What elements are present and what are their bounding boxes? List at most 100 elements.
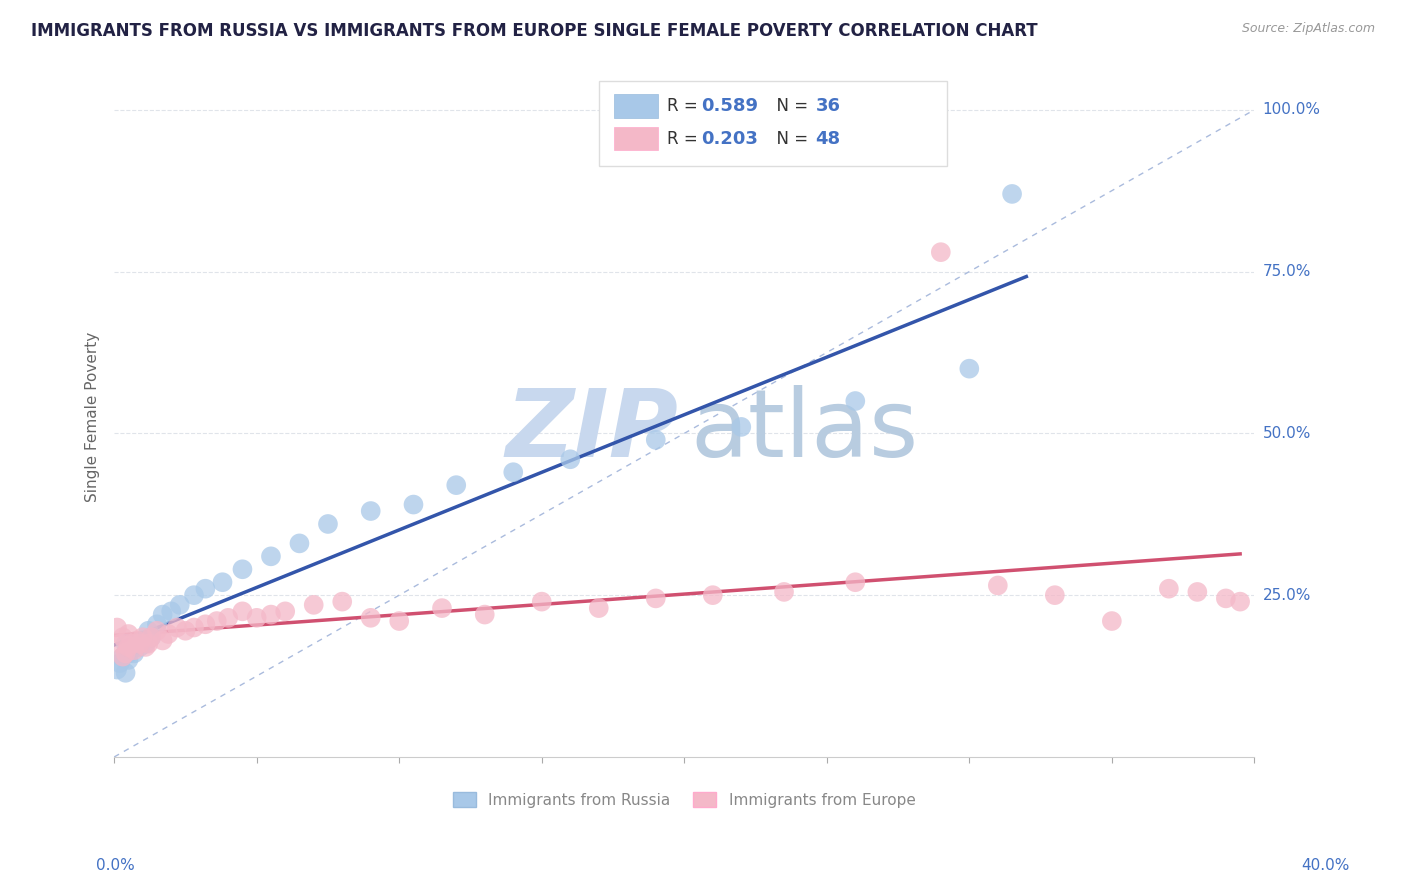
Point [117, 640, 139, 654]
Point [1215, 591, 1237, 606]
Point [205, 614, 228, 628]
Point [444, 478, 467, 492]
Point [141, 630, 163, 644]
Point [730, 420, 752, 434]
Point [288, 536, 311, 550]
Point [502, 465, 524, 479]
Text: 50.0%: 50.0% [1263, 425, 1310, 441]
Point [274, 604, 297, 618]
Text: atlas: atlas [690, 384, 918, 477]
Point [260, 549, 283, 564]
Point [474, 607, 496, 622]
Point [160, 604, 183, 618]
Point [388, 614, 411, 628]
Point [157, 627, 180, 641]
Point [183, 620, 205, 634]
Point [844, 394, 866, 409]
Legend: Immigrants from Russia, Immigrants from Europe: Immigrants from Russia, Immigrants from … [447, 786, 921, 814]
Point [260, 607, 283, 622]
Point [114, 665, 136, 680]
Text: N =: N = [766, 97, 814, 115]
Point [530, 594, 553, 608]
Point [108, 637, 131, 651]
FancyBboxPatch shape [613, 127, 658, 150]
Point [360, 611, 382, 625]
Point [430, 601, 453, 615]
Point [217, 611, 239, 625]
Point [128, 637, 150, 651]
Point [773, 585, 796, 599]
Text: 100.0%: 100.0% [1263, 103, 1320, 117]
Point [929, 245, 952, 260]
Point [588, 601, 610, 615]
Point [125, 637, 148, 651]
Point [135, 640, 157, 654]
Text: IMMIGRANTS FROM RUSSIA VS IMMIGRANTS FROM EUROPE SINGLE FEMALE POVERTY CORRELATI: IMMIGRANTS FROM RUSSIA VS IMMIGRANTS FRO… [31, 22, 1038, 40]
Point [131, 633, 153, 648]
Point [122, 647, 145, 661]
Point [644, 591, 666, 606]
Point [114, 637, 136, 651]
Point [957, 361, 980, 376]
Point [105, 663, 128, 677]
Text: N =: N = [766, 129, 814, 147]
Text: ZIP: ZIP [506, 384, 679, 477]
Point [316, 516, 339, 531]
Point [174, 624, 197, 638]
Point [117, 653, 139, 667]
Text: Source: ZipAtlas.com: Source: ZipAtlas.com [1241, 22, 1375, 36]
Point [1101, 614, 1123, 628]
Point [402, 498, 425, 512]
Point [117, 647, 139, 661]
Point [702, 588, 724, 602]
Text: 0.203: 0.203 [702, 129, 758, 147]
Point [844, 575, 866, 590]
Text: 0.589: 0.589 [702, 97, 758, 115]
Point [131, 630, 153, 644]
Point [183, 588, 205, 602]
Point [1043, 588, 1066, 602]
Point [1187, 585, 1209, 599]
Point [360, 504, 382, 518]
Text: 75.0%: 75.0% [1263, 264, 1310, 279]
Point [141, 630, 163, 644]
Point [166, 620, 188, 634]
Point [644, 433, 666, 447]
Text: 48: 48 [815, 129, 841, 147]
Point [117, 627, 139, 641]
Text: 36: 36 [815, 97, 841, 115]
Point [1229, 594, 1251, 608]
Point [194, 582, 217, 596]
Point [152, 633, 174, 648]
Point [146, 624, 169, 638]
Point [1001, 186, 1024, 201]
Point [135, 637, 157, 651]
Point [330, 594, 353, 608]
Point [246, 611, 269, 625]
FancyBboxPatch shape [599, 81, 946, 166]
Point [111, 630, 134, 644]
Point [105, 620, 128, 634]
Text: R =: R = [668, 129, 703, 147]
Point [114, 647, 136, 661]
Point [987, 578, 1010, 592]
Point [125, 633, 148, 648]
Point [169, 598, 191, 612]
Point [194, 617, 217, 632]
Text: 25.0%: 25.0% [1263, 588, 1310, 603]
Point [111, 649, 134, 664]
FancyBboxPatch shape [613, 95, 658, 118]
Point [108, 656, 131, 670]
Text: 0.0%: 0.0% [96, 858, 135, 872]
Point [1157, 582, 1180, 596]
Text: R =: R = [668, 97, 703, 115]
Point [111, 649, 134, 664]
Y-axis label: Single Female Poverty: Single Female Poverty [86, 332, 100, 502]
Point [120, 637, 142, 651]
Point [231, 562, 253, 576]
Text: 40.0%: 40.0% [1302, 858, 1350, 872]
Point [128, 640, 150, 654]
Point [302, 598, 325, 612]
Point [146, 617, 169, 632]
Point [122, 643, 145, 657]
